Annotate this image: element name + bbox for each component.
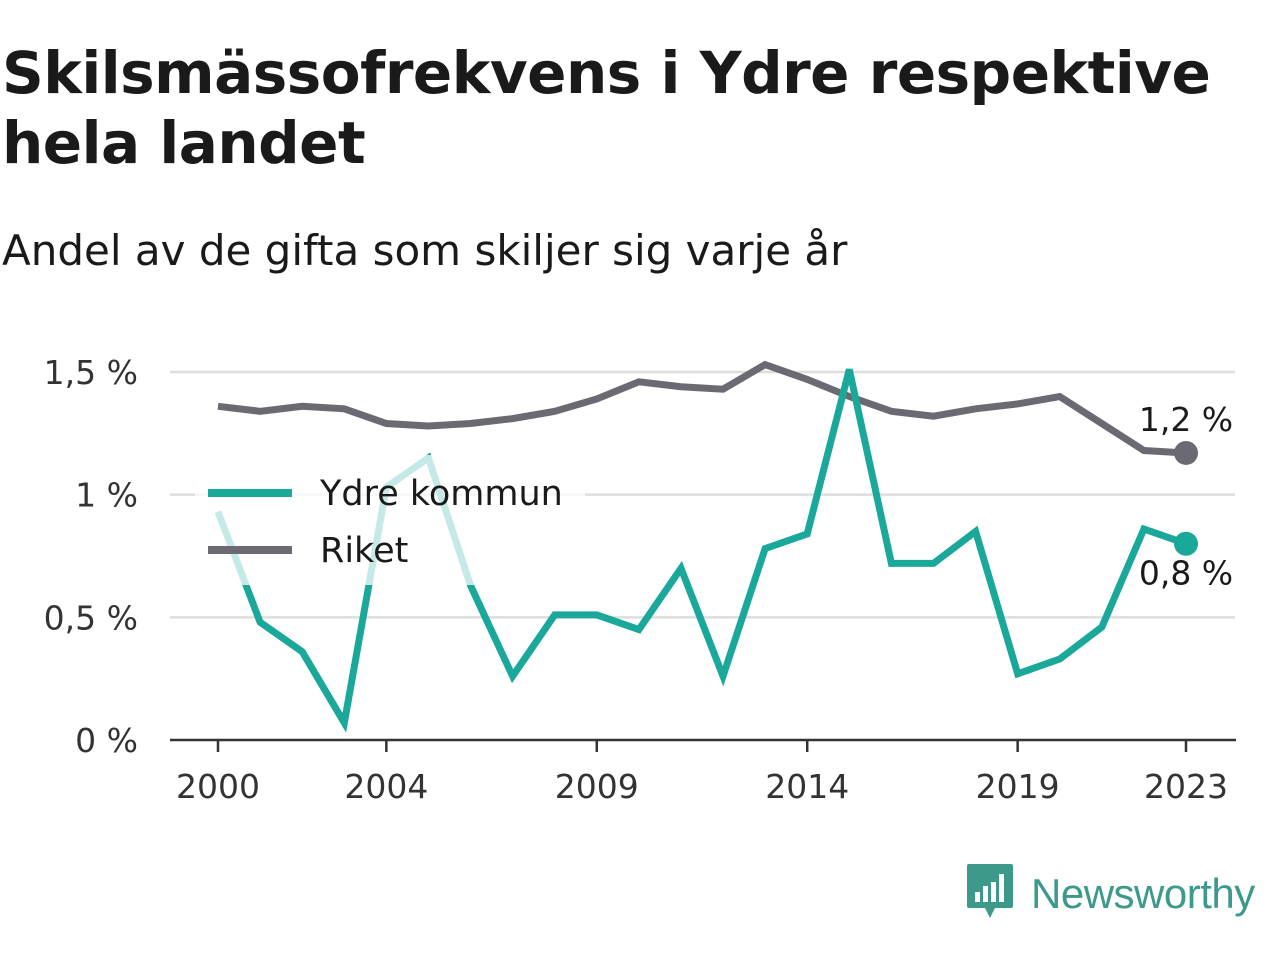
y-axis-tick-labels: 0 % 0,5 % 1 % 1,5 %: [44, 353, 138, 760]
x-tick-label: 2019: [976, 767, 1060, 806]
x-tick-label: 2009: [555, 767, 639, 806]
legend-label-riket: Riket: [320, 531, 408, 571]
legend-background: [195, 455, 585, 585]
y-tick-label: 0,5 %: [44, 598, 138, 637]
x-tick-label: 2014: [765, 767, 849, 806]
end-labels: 0,8 % 1,2 %: [1139, 400, 1233, 593]
legend-label-ydre: Ydre kommun: [319, 474, 563, 514]
x-tick-label: 2023: [1144, 767, 1228, 806]
y-tick-label: 1,5 %: [44, 353, 138, 392]
series-line-riket: [217, 360, 1187, 457]
x-tick-label: 2004: [344, 767, 428, 806]
newsworthy-brand: Newsworthy: [965, 862, 1255, 926]
brand-name: Newsworthy: [1031, 870, 1255, 917]
end-label-riket: 1,2 %: [1139, 400, 1233, 439]
end-point-ydre: [1174, 531, 1198, 556]
x-tick-label: 2000: [176, 767, 260, 806]
chart-title: Skilsmässofrekvens i Ydre respektive hel…: [2, 39, 1211, 177]
y-tick-label: 1 %: [75, 476, 138, 515]
legend: Ydre kommun Riket: [195, 455, 585, 585]
y-tick-label: 0 %: [75, 721, 138, 760]
end-label-ydre: 0,8 %: [1139, 554, 1233, 593]
x-axis: 2000 2004 2009 2014 2019 2023: [170, 738, 1236, 806]
end-point-riket: [1174, 440, 1198, 465]
chart-subtitle: Andel av de gifta som skiljer sig varje …: [2, 226, 848, 275]
newsworthy-logo-icon: [965, 862, 1015, 926]
